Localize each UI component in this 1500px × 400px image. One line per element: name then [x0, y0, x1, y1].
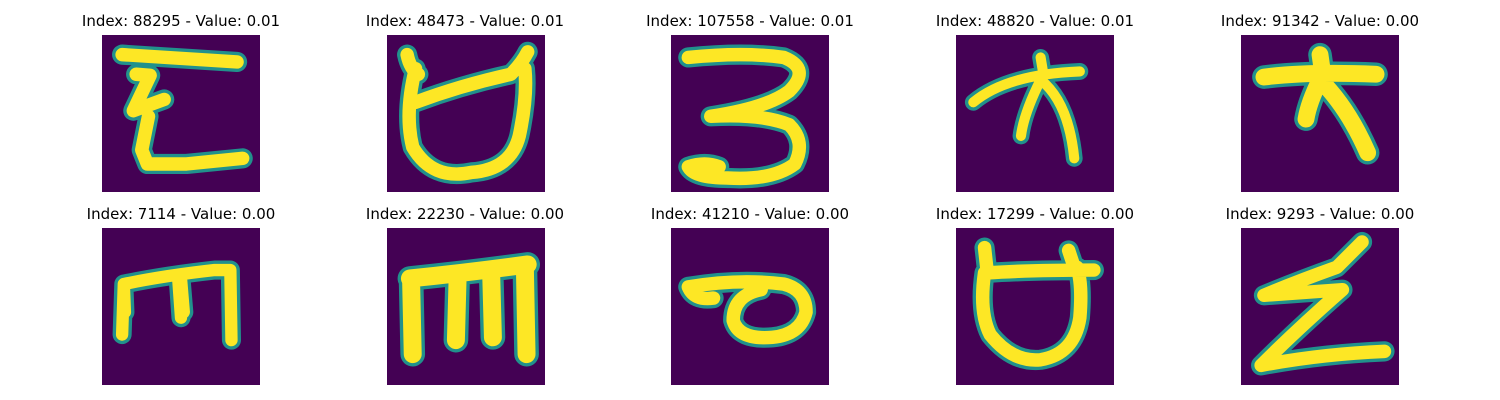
glyph-m-block-icon — [387, 228, 545, 385]
glyph-tree-icon — [956, 35, 1114, 192]
panel-title: Index: 48473 - Value: 0.01 — [365, 12, 565, 30]
glyph-comb-icon — [102, 228, 260, 385]
glyph-cup-round-icon — [956, 228, 1114, 385]
panel-title: Index: 88295 - Value: 0.01 — [81, 12, 281, 30]
glyph-cup-icon — [387, 35, 545, 192]
panel-title: Index: 22230 - Value: 0.00 — [365, 205, 565, 223]
panel-title: Index: 17299 - Value: 0.00 — [935, 205, 1135, 223]
glyph-e-squiggle-icon — [102, 35, 260, 192]
panel-title: Index: 7114 - Value: 0.00 — [86, 205, 276, 223]
panel-title: Index: 91342 - Value: 0.00 — [1220, 12, 1420, 30]
glyph-loop-icon — [671, 228, 829, 385]
glyph-z-icon — [1241, 228, 1399, 385]
panel-title: Index: 9293 - Value: 0.00 — [1225, 205, 1415, 223]
panel-title: Index: 48820 - Value: 0.01 — [935, 12, 1135, 30]
glyph-three-icon — [671, 35, 829, 192]
panel-title: Index: 107558 - Value: 0.01 — [646, 12, 854, 30]
panel-title: Index: 41210 - Value: 0.00 — [650, 205, 850, 223]
glyph-tree-bold-icon — [1241, 35, 1399, 192]
